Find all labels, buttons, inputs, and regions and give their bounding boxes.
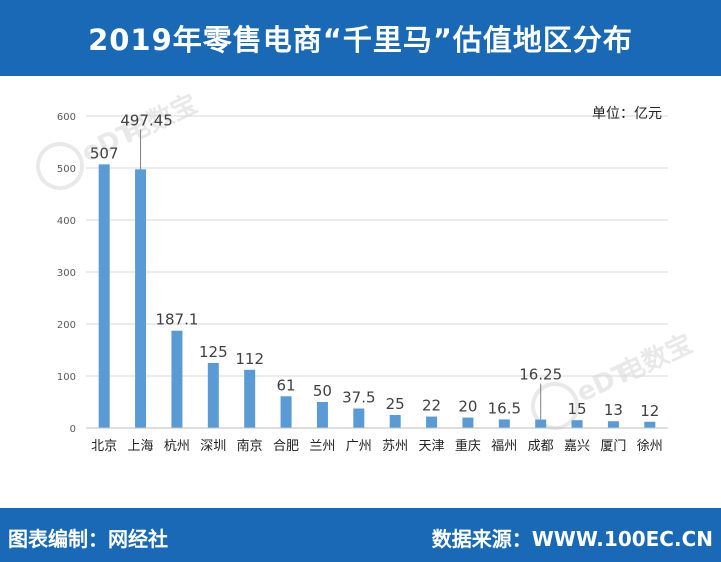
footer-credit: 图表编制：网经社 — [8, 527, 168, 551]
bar — [353, 408, 365, 428]
value-label: 16.5 — [488, 399, 521, 417]
footer-source: 数据来源：WWW.100EC.CN — [431, 527, 713, 551]
category-label: 重庆 — [455, 438, 481, 454]
y-tick-label: 300 — [57, 268, 76, 279]
bar — [244, 369, 256, 428]
bar — [98, 164, 110, 429]
category-label: 深圳 — [200, 439, 226, 454]
value-label: 16.25 — [519, 366, 562, 384]
value-label: 25 — [386, 395, 405, 413]
bar — [607, 421, 619, 428]
category-label: 上海 — [128, 439, 154, 454]
value-label: 50 — [313, 382, 332, 400]
unit-label: 单位：亿元 — [592, 106, 662, 122]
chart-title: 2019年零售电商“千里马”估值地区分布 — [88, 23, 633, 57]
value-label: 187.1 — [155, 311, 198, 329]
bar — [389, 415, 401, 428]
bar — [316, 402, 328, 428]
watermark-left: eDT 电数宝 — [36, 88, 202, 190]
y-tick-label: 600 — [57, 112, 76, 123]
value-label: 12 — [640, 402, 659, 420]
value-label: 112 — [235, 350, 264, 368]
bar — [535, 419, 547, 428]
gridlines — [86, 115, 668, 377]
chart-header: 2019年零售电商“千里马”估值地区分布 — [0, 0, 721, 76]
watermark-text-right: 电数宝 — [613, 328, 697, 389]
category-label: 厦门 — [600, 439, 626, 454]
category-label: 成都 — [528, 439, 554, 454]
value-label: 507 — [90, 144, 119, 162]
bar — [462, 417, 474, 428]
value-label: 13 — [604, 401, 623, 419]
category-label: 兰州 — [309, 439, 335, 454]
y-tick-label: 100 — [57, 372, 76, 383]
y-tick-label: 500 — [57, 164, 76, 175]
chart-panel: eDT 电数宝 eDT 电数宝 0 100 200 300 400 500 600 507 4… — [0, 76, 721, 508]
category-label: 嘉兴 — [564, 439, 590, 454]
value-label: 61 — [277, 376, 296, 394]
value-label: 20 — [458, 398, 477, 416]
category-label: 广州 — [346, 439, 372, 454]
value-label: 37.5 — [342, 389, 375, 407]
x-axis-labels: 北京 上海 杭州 深圳 南京 合肥 兰州 广州 苏州 天津 重庆 福州 成都 嘉兴 厦门 徐州 — [91, 438, 663, 454]
bar — [171, 330, 183, 428]
category-label: 南京 — [237, 438, 263, 454]
category-label: 天津 — [419, 439, 445, 454]
category-label: 北京 — [91, 439, 117, 454]
category-label: 苏州 — [382, 438, 408, 454]
bar — [207, 363, 219, 428]
value-label: 22 — [422, 397, 441, 415]
bars — [98, 164, 656, 429]
y-axis-ticks: 0 100 200 300 400 500 600 — [57, 112, 76, 435]
value-label: 497.45 — [120, 111, 173, 129]
y-tick-label: 400 — [57, 216, 76, 227]
bar — [280, 396, 292, 428]
category-label: 杭州 — [164, 439, 190, 454]
y-tick-label: 0 — [70, 424, 76, 435]
category-label: 合肥 — [273, 439, 299, 454]
bar — [135, 169, 147, 428]
bar — [426, 416, 438, 428]
bar — [644, 421, 656, 428]
chart-footer: 图表编制：网经社 数据来源：WWW.100EC.CN — [0, 508, 721, 562]
category-label: 福州 — [491, 439, 517, 454]
value-label: 15 — [568, 400, 587, 418]
bar — [571, 420, 583, 428]
category-label: 徐州 — [637, 439, 663, 454]
bar — [498, 419, 510, 428]
value-label: 125 — [199, 343, 228, 361]
y-tick-label: 200 — [57, 320, 76, 331]
